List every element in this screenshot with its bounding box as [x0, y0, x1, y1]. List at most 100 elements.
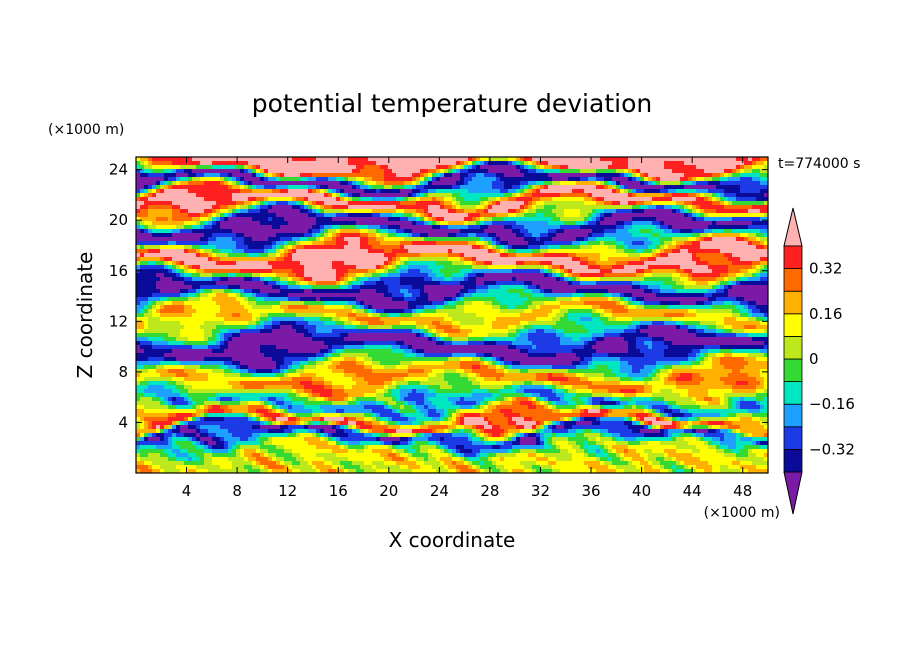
contour-cell [136, 273, 157, 278]
contour-cell [292, 277, 301, 282]
contour-cell [420, 449, 429, 454]
contour-cell [172, 181, 177, 186]
contour-cell [188, 269, 197, 274]
contour-cell [620, 201, 629, 206]
contour-cell [644, 381, 649, 386]
contour-cell [412, 349, 417, 354]
contour-cell [368, 305, 373, 310]
contour-cell [760, 261, 768, 266]
contour-cell [592, 309, 597, 314]
contour-cell [656, 361, 681, 366]
contour-cell [640, 417, 645, 422]
contour-cell [452, 461, 457, 466]
contour-cell [760, 401, 768, 406]
contour-cell [344, 445, 349, 450]
contour-cell [140, 381, 149, 386]
contour-cell [556, 269, 561, 274]
contour-cell [304, 233, 313, 238]
contour-cell [436, 305, 445, 310]
contour-cell [636, 465, 645, 470]
contour-cell [492, 393, 501, 398]
contour-cell [504, 217, 553, 222]
contour-cell [476, 401, 481, 406]
contour-cell [692, 365, 713, 370]
contour-cell [492, 237, 497, 242]
contour-cell [148, 189, 153, 194]
contour-cell [568, 273, 573, 278]
contour-cell [356, 313, 369, 318]
contour-cell [324, 361, 333, 366]
contour-cell [760, 409, 768, 414]
contour-cell [680, 433, 693, 438]
contour-cell [332, 317, 341, 322]
contour-cell [300, 417, 313, 422]
contour-cell [596, 209, 605, 214]
contour-cell [316, 189, 321, 194]
contour-cell [204, 409, 209, 414]
contour-cell [424, 421, 441, 426]
contour-cell [440, 201, 445, 206]
contour-cell [204, 337, 209, 342]
contour-cell [584, 373, 605, 378]
contour-cell [604, 177, 613, 182]
contour-cell [620, 369, 633, 374]
contour-cell [532, 429, 537, 434]
contour-cell [652, 241, 661, 246]
contour-cell [276, 241, 285, 246]
contour-cell [260, 317, 269, 322]
contour-cell [452, 321, 461, 326]
contour-cell [244, 181, 249, 186]
contour-cell [628, 177, 633, 182]
contour-cell [308, 321, 325, 326]
contour-cell [624, 457, 633, 462]
contour-cell [372, 177, 385, 182]
contour-cell [368, 429, 373, 434]
contour-cell [348, 285, 353, 290]
contour-cell [544, 429, 553, 434]
contour-cell [144, 461, 153, 466]
contour-cell [700, 405, 729, 410]
contour-cell [304, 301, 325, 306]
contour-cell [180, 449, 189, 454]
contour-cell [164, 469, 181, 473]
contour-cell [264, 185, 277, 190]
contour-cell [304, 437, 321, 442]
contour-cell [232, 397, 241, 402]
contour-cell [688, 205, 693, 210]
contour-cell [516, 453, 529, 458]
contour-cell [284, 257, 293, 262]
contour-cell [152, 341, 169, 346]
contour-cell [704, 329, 717, 334]
contour-cell [600, 421, 625, 426]
contour-cell [356, 429, 361, 434]
contour-cell [136, 277, 161, 282]
contour-cell [232, 193, 325, 198]
x-tick-label: 40 [632, 482, 651, 500]
contour-cell [744, 161, 753, 166]
contour-cell [736, 381, 749, 386]
contour-cell [504, 465, 525, 470]
contour-cell [740, 433, 745, 438]
contour-cell [208, 441, 217, 446]
contour-cell [344, 369, 373, 374]
contour-cell [356, 325, 369, 330]
contour-cell [488, 233, 497, 238]
contour-cell [220, 205, 229, 210]
contour-cell [412, 361, 445, 366]
contour-cell [588, 385, 645, 390]
contour-cell [228, 177, 233, 182]
contour-cell [276, 185, 289, 190]
contour-cell [492, 457, 501, 462]
contour-cell [328, 441, 337, 446]
contour-cell [644, 261, 697, 266]
contour-cell [324, 225, 333, 230]
contour-cell [472, 161, 477, 166]
contour-cell [492, 325, 509, 330]
contour-cell [528, 245, 541, 250]
contour-cell [728, 429, 733, 434]
contour-cell [212, 273, 229, 278]
contour-cell [312, 377, 325, 382]
contour-cell [168, 413, 177, 418]
contour-cell [648, 265, 681, 270]
contour-cell [712, 301, 725, 306]
